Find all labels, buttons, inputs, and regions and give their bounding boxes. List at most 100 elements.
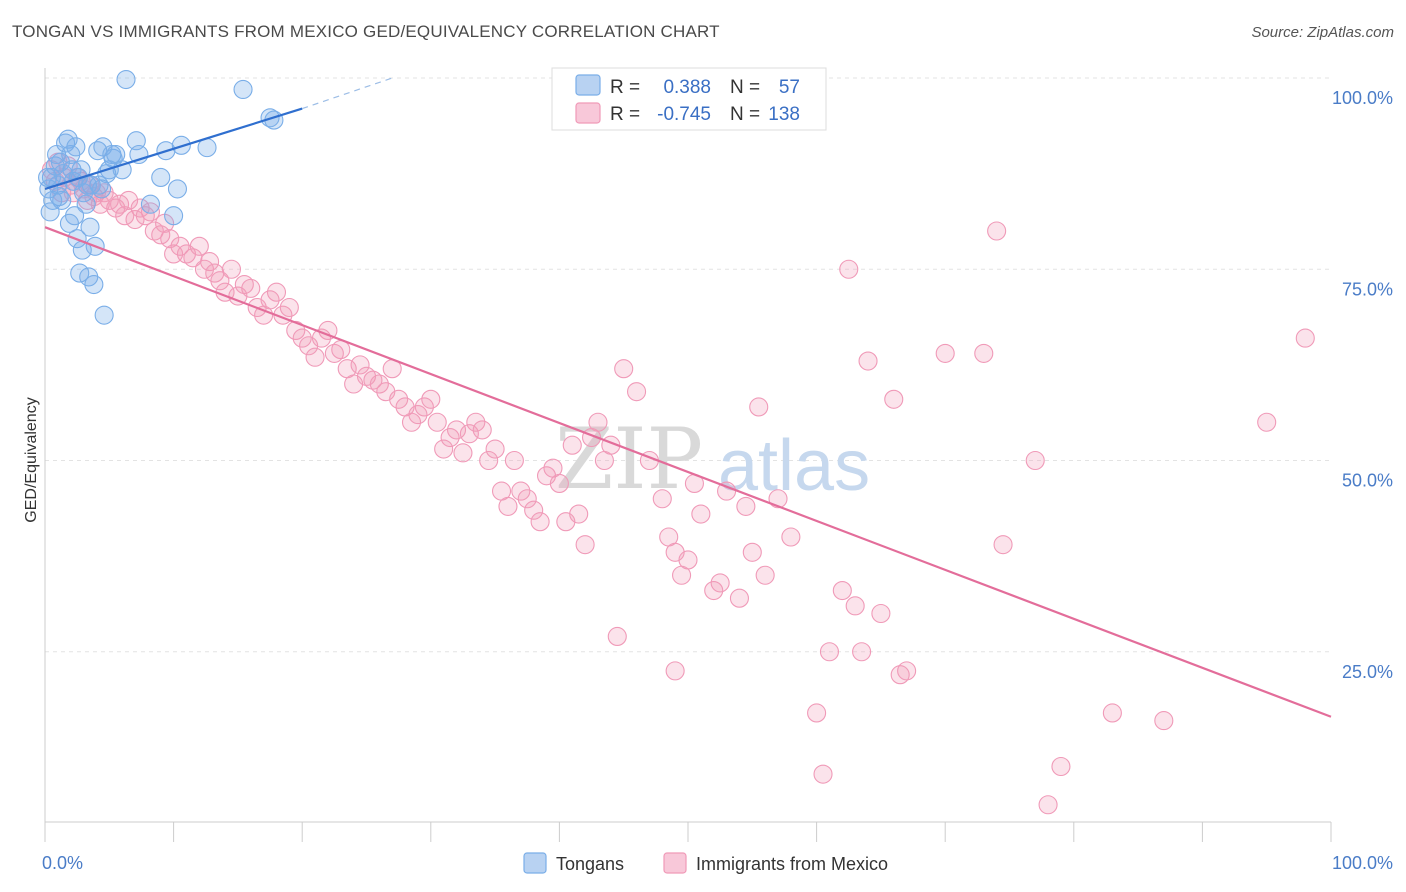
scatter-point-immigrants-from-mexico: [1038, 795, 1058, 815]
scatter-point-tongans: [81, 175, 101, 195]
scatter-point-immigrants-from-mexico: [401, 412, 422, 432]
scatter-point-immigrants-from-mexico: [1154, 711, 1174, 731]
scatter-point-immigrants-from-mexico: [140, 202, 161, 222]
scatter-point-immigrants-from-mexico: [588, 412, 608, 432]
scatter-point-immigrants-from-mexico: [1257, 412, 1277, 432]
legend-r-value-2: -0.745: [657, 104, 711, 125]
scatter-point-immigrants-from-mexico: [819, 642, 840, 662]
scatter-point-tongans: [38, 167, 58, 187]
scatter-point-immigrants-from-mexico: [1025, 450, 1045, 471]
scatter-point-immigrants-from-mexico: [575, 535, 595, 555]
scatter-point-immigrants-from-mexico: [524, 500, 544, 520]
scatter-point-tongans: [49, 187, 69, 207]
y-axis-label: GED/Equivalency: [23, 397, 40, 522]
bottom-legend-swatch-blue: [523, 852, 547, 874]
scatter-point-immigrants-from-mexico: [459, 424, 479, 444]
scatter-point-immigrants-from-mexico: [569, 504, 589, 524]
scatter-point-immigrants-from-mexico: [453, 443, 473, 463]
scatter-point-immigrants-from-mexico: [369, 374, 389, 394]
scatter-point-immigrants-from-mexico: [427, 412, 447, 432]
scatter-point-immigrants-from-mexico: [504, 450, 524, 471]
x-tick-label-min: 0.0%: [42, 853, 83, 873]
scatter-point-tongans: [151, 167, 171, 187]
legend-swatch-blue: [575, 74, 601, 96]
scatter-point-immigrants-from-mexico: [389, 389, 409, 409]
scatter-point-immigrants-from-mexico: [115, 206, 135, 226]
scatter-point-immigrants-from-mexico: [200, 252, 220, 272]
scatter-point-immigrants-from-mexico: [897, 661, 917, 681]
scatter-point-immigrants-from-mexico: [852, 642, 872, 662]
trend-line-immigrants-from-mexico: [44, 226, 1332, 718]
legend-r-label-1: R =: [610, 77, 640, 98]
scatter-point-immigrants-from-mexico: [768, 489, 788, 509]
scatter-point-immigrants-from-mexico: [807, 703, 827, 723]
scatter-point-immigrants-from-mexico: [678, 550, 698, 570]
scatter-point-immigrants-from-mexico: [832, 580, 852, 601]
scatter-point-tongans: [92, 179, 112, 199]
scatter-point-tongans: [40, 202, 60, 222]
bottom-legend-immigrants: Immigrants from Mexico: [696, 854, 888, 874]
scatter-point-immigrants-from-mexico: [170, 236, 190, 256]
scatter-point-tongans: [84, 274, 104, 295]
scatter-point-tongans: [116, 69, 136, 90]
x-tick-marks: [44, 822, 1332, 842]
scatter-point-immigrants-from-mexico: [472, 420, 492, 440]
scatter-point-immigrants-from-mexico: [987, 221, 1007, 241]
y-tick-label-75: 75.0%: [1342, 279, 1393, 299]
y-tick-label-50: 50.0%: [1342, 471, 1393, 491]
scatter-point-immigrants-from-mexico: [1051, 756, 1071, 777]
scatter-point-immigrants-from-mexico: [993, 535, 1013, 555]
scatter-point-immigrants-from-mexico: [974, 343, 994, 363]
scatter-point-immigrants-from-mexico: [884, 389, 904, 409]
chart-source: Source: ZipAtlas.com: [1251, 24, 1394, 41]
scatter-point-immigrants-from-mexico: [710, 573, 730, 593]
scatter-point-immigrants-from-mexico: [1295, 328, 1315, 348]
watermark-atlas: atlas: [718, 426, 870, 506]
scatter-point-immigrants-from-mexico: [1102, 703, 1122, 723]
y-tick-label-100: 100.0%: [1332, 88, 1393, 108]
scatter-point-immigrants-from-mexico: [742, 542, 762, 562]
scatter-point-immigrants-from-mexico: [135, 206, 155, 226]
scatter-point-immigrants-from-mexico: [839, 259, 859, 279]
scatter-point-immigrants-from-mexico: [755, 565, 775, 585]
scatter-point-tongans: [140, 194, 161, 214]
scatter-point-immigrants-from-mexico: [414, 397, 434, 417]
x-tick-label-max: 100.0%: [1332, 853, 1393, 873]
bottom-legend: Tongans Immigrants from Mexico: [523, 852, 888, 874]
scatter-point-immigrants-from-mexico: [99, 190, 119, 210]
scatter-point-immigrants-from-mexico: [485, 439, 505, 459]
scatter-point-immigrants-from-mexico: [434, 439, 454, 459]
legend-n-label-2: N =: [730, 104, 760, 125]
scatter-point-immigrants-from-mexico: [221, 259, 242, 279]
scatter-point-immigrants-from-mexico: [286, 320, 306, 341]
scatter-point-tongans: [76, 194, 96, 214]
scatter-point-immigrants-from-mexico: [627, 382, 647, 402]
legend-n-value-2: 138: [768, 104, 800, 125]
scatter-point-tongans: [167, 179, 188, 199]
scatter-point-immigrants-from-mexico: [511, 481, 531, 501]
scatter-point-tongans: [88, 141, 108, 161]
scatter-point-tongans: [66, 137, 86, 157]
scatter-point-immigrants-from-mexico: [858, 351, 878, 371]
scatter-point-tongans: [65, 206, 85, 226]
scatter-point-immigrants-from-mexico: [440, 427, 460, 448]
scatter-point-tongans: [80, 217, 100, 237]
scatter-point-immigrants-from-mexico: [350, 355, 370, 375]
scatter-point-immigrants-from-mexico: [562, 435, 582, 455]
trend-line-tongans: [44, 107, 303, 190]
scatter-point-tongans: [164, 206, 184, 226]
scatter-point-immigrants-from-mexico: [935, 343, 955, 363]
scatter-point-immigrants-from-mexico: [530, 512, 550, 532]
scatter-point-immigrants-from-mexico: [305, 347, 325, 367]
trend-lines: [44, 77, 1332, 718]
scatter-point-tongans: [94, 305, 114, 325]
scatter-point-immigrants-from-mexico: [292, 328, 312, 348]
watermark-zip: ZIP: [555, 410, 703, 508]
legend-box: R = 0.388 N = 57 R = -0.745 N = 138: [551, 67, 827, 131]
chart-title: TONGAN VS IMMIGRANTS FROM MEXICO GED/EQU…: [12, 22, 720, 41]
scatter-point-immigrants-from-mexico: [266, 282, 287, 302]
bottom-legend-swatch-pink: [663, 852, 687, 874]
scatter-point-immigrants-from-mexico: [607, 626, 627, 647]
y-tick-labels: 25.0% 50.0% 75.0% 100.0%: [1332, 88, 1393, 682]
